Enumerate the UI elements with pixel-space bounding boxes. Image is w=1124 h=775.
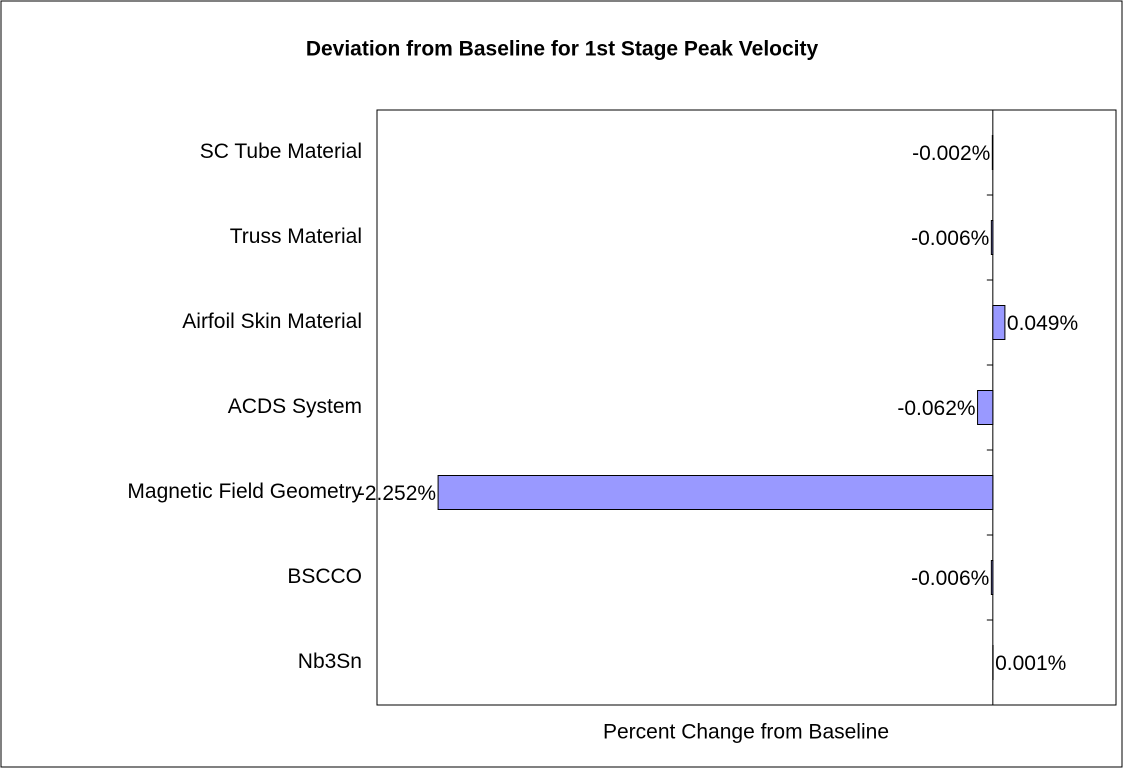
y-tick-label: Magnetic Field Geometry [127,480,362,503]
data-label: 0.049% [1007,312,1078,335]
data-label: 0.001% [995,652,1066,675]
y-tick-label: BSCCO [287,565,362,588]
bar [991,221,992,255]
plot-area [377,110,1116,705]
y-tick-label: Airfoil Skin Material [182,310,362,333]
y-tick-label: Truss Material [230,225,362,248]
y-tick-label: ACDS System [228,395,362,418]
bar [991,561,992,595]
y-tick-label: Nb3Sn [298,650,362,673]
bar [993,306,1005,340]
x-axis-label: Percent Change from Baseline [603,721,889,744]
y-tick-label: SC Tube Material [200,140,362,163]
data-label: -0.006% [911,567,989,590]
data-label: -0.062% [897,397,975,420]
data-label: -0.006% [911,227,989,250]
data-label: -2.252% [358,482,436,505]
bar [438,476,993,510]
chart-title: Deviation from Baseline for 1st Stage Pe… [306,38,819,61]
bar [978,391,993,425]
data-label: -0.002% [912,142,990,165]
